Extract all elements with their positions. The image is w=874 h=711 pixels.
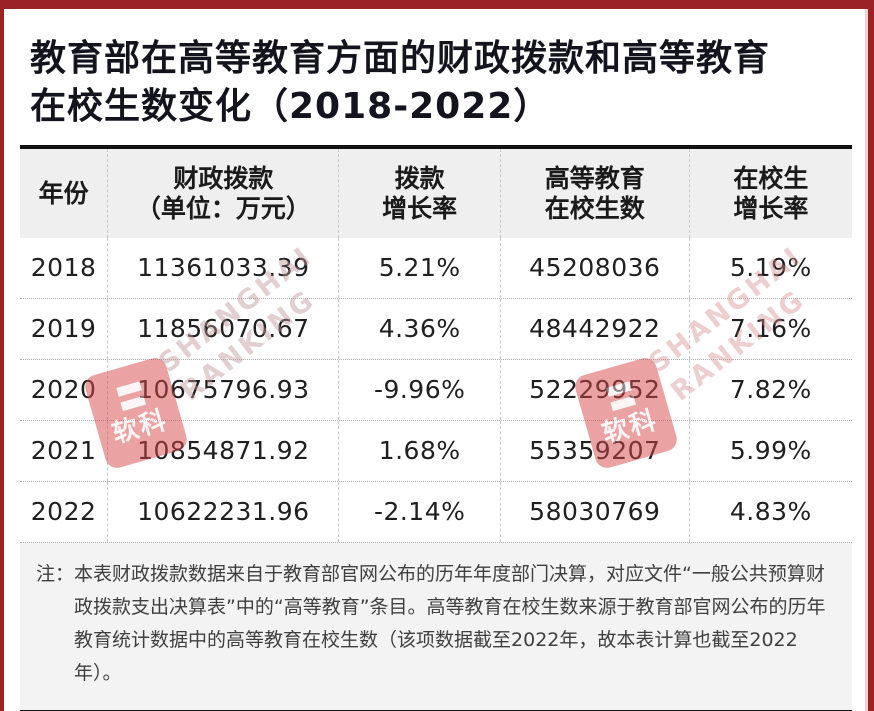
table-header-row: 年份 财政拨款 （单位：万元） 拨款 增长率 高等教育 在校生数 在校生 增长率	[20, 149, 852, 238]
table-cell: 4.83%	[729, 497, 812, 526]
note-text: 本表财政拨款数据来自于教育部官网公布的历年年度部门决算，对应文件“一般公共预算财…	[74, 563, 826, 684]
table-row: 2020 10675796.93 -9.96% 52229952 7.82%	[20, 359, 852, 420]
table-cell: 45208036	[501, 238, 690, 298]
table-cell: 10854871.92	[108, 421, 340, 481]
table-cell: 2021	[20, 421, 109, 481]
table-row: 2022 10622231.96 -2.14% 58030769 4.83%	[20, 481, 852, 542]
column-header: 在校生 增长率	[733, 164, 809, 223]
table-note: 注： 本表财政拨款数据来自于教育部官网公布的历年年度部门决算，对应文件“一般公共…	[20, 542, 852, 710]
table-cell: 48442922	[501, 299, 690, 359]
table-cell: 2018	[20, 238, 109, 298]
data-table: 年份 财政拨款 （单位：万元） 拨款 增长率 高等教育 在校生数 在校生 增长率 2018 113…	[20, 145, 852, 711]
page-title: 教育部在高等教育方面的财政拨款和高等教育 在校生数变化（2018-2022）	[30, 35, 850, 131]
column-header: 财政拨款 （单位：万元）	[108, 149, 340, 238]
table-cell: 7.82%	[729, 375, 812, 404]
table-cell: 52229952	[501, 360, 690, 420]
table-cell: 1.68%	[339, 421, 501, 481]
table-cell: 2019	[20, 299, 109, 359]
table-cell: -2.14%	[339, 482, 501, 542]
table-cell: 10675796.93	[108, 360, 340, 420]
table-row: 2019 11856070.67 4.36% 48442922 7.16%	[20, 298, 852, 359]
column-header: 高等教育 在校生数	[501, 149, 690, 238]
table-cell: 4.36%	[339, 299, 501, 359]
table-cell: 5.21%	[339, 238, 501, 298]
table-cell: 5.19%	[729, 253, 812, 282]
table-body: 2018 11361033.39 5.21% 45208036 5.19% 2019 118…	[20, 238, 852, 542]
table-cell: 55359207	[501, 421, 690, 481]
table-cell: 58030769	[501, 482, 690, 542]
table-row: 2021 10854871.92 1.68% 55359207 5.99%	[20, 420, 852, 481]
table-cell: 11856070.67	[108, 299, 340, 359]
frame-inner-edge	[865, 9, 868, 711]
column-header: 拨款 增长率	[339, 149, 501, 238]
table-cell: 5.99%	[729, 436, 812, 465]
table-cell: 11361033.39	[108, 238, 340, 298]
table-cell: 7.16%	[729, 314, 812, 343]
page-title-line1: 教育部在高等教育方面的财政拨款和高等教育	[30, 38, 771, 79]
page-title-line2: 在校生数变化（2018-2022）	[30, 86, 551, 127]
table-row: 2018 11361033.39 5.21% 45208036 5.19%	[20, 238, 852, 298]
column-header: 年份	[20, 149, 109, 238]
table-cell: -9.96%	[339, 360, 501, 420]
table-cell: 10622231.96	[108, 482, 340, 542]
table-cell: 2020	[20, 360, 109, 420]
table-cell: 2022	[20, 482, 109, 542]
note-label: 注：	[36, 563, 75, 585]
